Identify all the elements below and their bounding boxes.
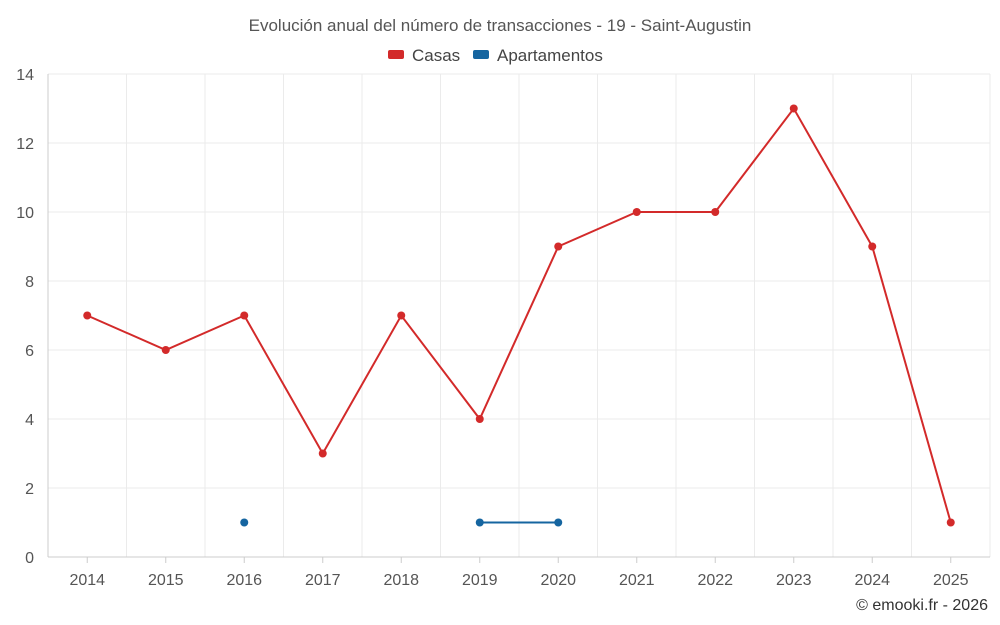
x-tick-label: 2019 bbox=[462, 572, 498, 589]
series-casas bbox=[83, 104, 955, 527]
data-point bbox=[318, 449, 327, 458]
legend-label-apartamentos: Apartamentos bbox=[497, 46, 603, 65]
x-axis: 2014 2015 2016 2017 2018 2019 2020 2021 2022 2023… bbox=[69, 557, 969, 589]
chart-title: Evolución anual del número de transaccio… bbox=[249, 16, 752, 35]
data-point bbox=[240, 518, 249, 527]
data-point bbox=[554, 518, 563, 527]
legend-label-casas: Casas bbox=[412, 46, 460, 65]
y-tick-label: 10 bbox=[16, 205, 34, 222]
data-point bbox=[554, 242, 563, 251]
y-tick-label: 8 bbox=[25, 274, 34, 291]
x-tick-label: 2024 bbox=[854, 572, 890, 589]
y-tick-label: 4 bbox=[25, 412, 34, 429]
x-tick-label: 2022 bbox=[697, 572, 733, 589]
y-tick-label: 6 bbox=[25, 343, 34, 360]
data-point bbox=[868, 242, 877, 251]
data-point bbox=[240, 311, 249, 320]
series-line bbox=[86, 106, 952, 523]
x-tick-label: 2020 bbox=[540, 572, 576, 589]
data-point bbox=[946, 518, 955, 527]
legend: Casas Apartamentos bbox=[388, 46, 603, 65]
y-tick-label: 14 bbox=[16, 67, 34, 84]
data-point bbox=[789, 104, 798, 113]
data-point bbox=[711, 208, 720, 216]
x-tick-label: 2017 bbox=[305, 572, 341, 589]
x-tick-label: 2025 bbox=[933, 572, 969, 589]
y-axis: 0 2 4 6 8 10 12 14 bbox=[16, 67, 34, 567]
series-apartamentos bbox=[240, 518, 563, 527]
legend-swatch-casas bbox=[388, 50, 404, 59]
data-point bbox=[475, 415, 484, 423]
data-point bbox=[632, 208, 641, 216]
x-tick-label: 2016 bbox=[226, 572, 262, 589]
credit: © emooki.fr - 2026 bbox=[856, 597, 988, 614]
x-tick-label: 2023 bbox=[776, 572, 812, 589]
y-tick-label: 2 bbox=[25, 481, 34, 498]
x-tick-label: 2015 bbox=[148, 572, 184, 589]
x-tick-label: 2021 bbox=[619, 572, 655, 589]
y-tick-label: 12 bbox=[16, 136, 34, 153]
data-point bbox=[161, 346, 170, 354]
x-tick-label: 2018 bbox=[383, 572, 419, 589]
grid bbox=[47, 73, 991, 558]
x-tick-label: 2014 bbox=[69, 572, 105, 589]
data-point bbox=[397, 311, 406, 320]
legend-swatch-apartamentos bbox=[473, 50, 489, 59]
series-layer bbox=[83, 104, 955, 527]
data-point bbox=[475, 518, 484, 527]
y-tick-label: 0 bbox=[25, 550, 34, 567]
data-point bbox=[83, 311, 92, 320]
